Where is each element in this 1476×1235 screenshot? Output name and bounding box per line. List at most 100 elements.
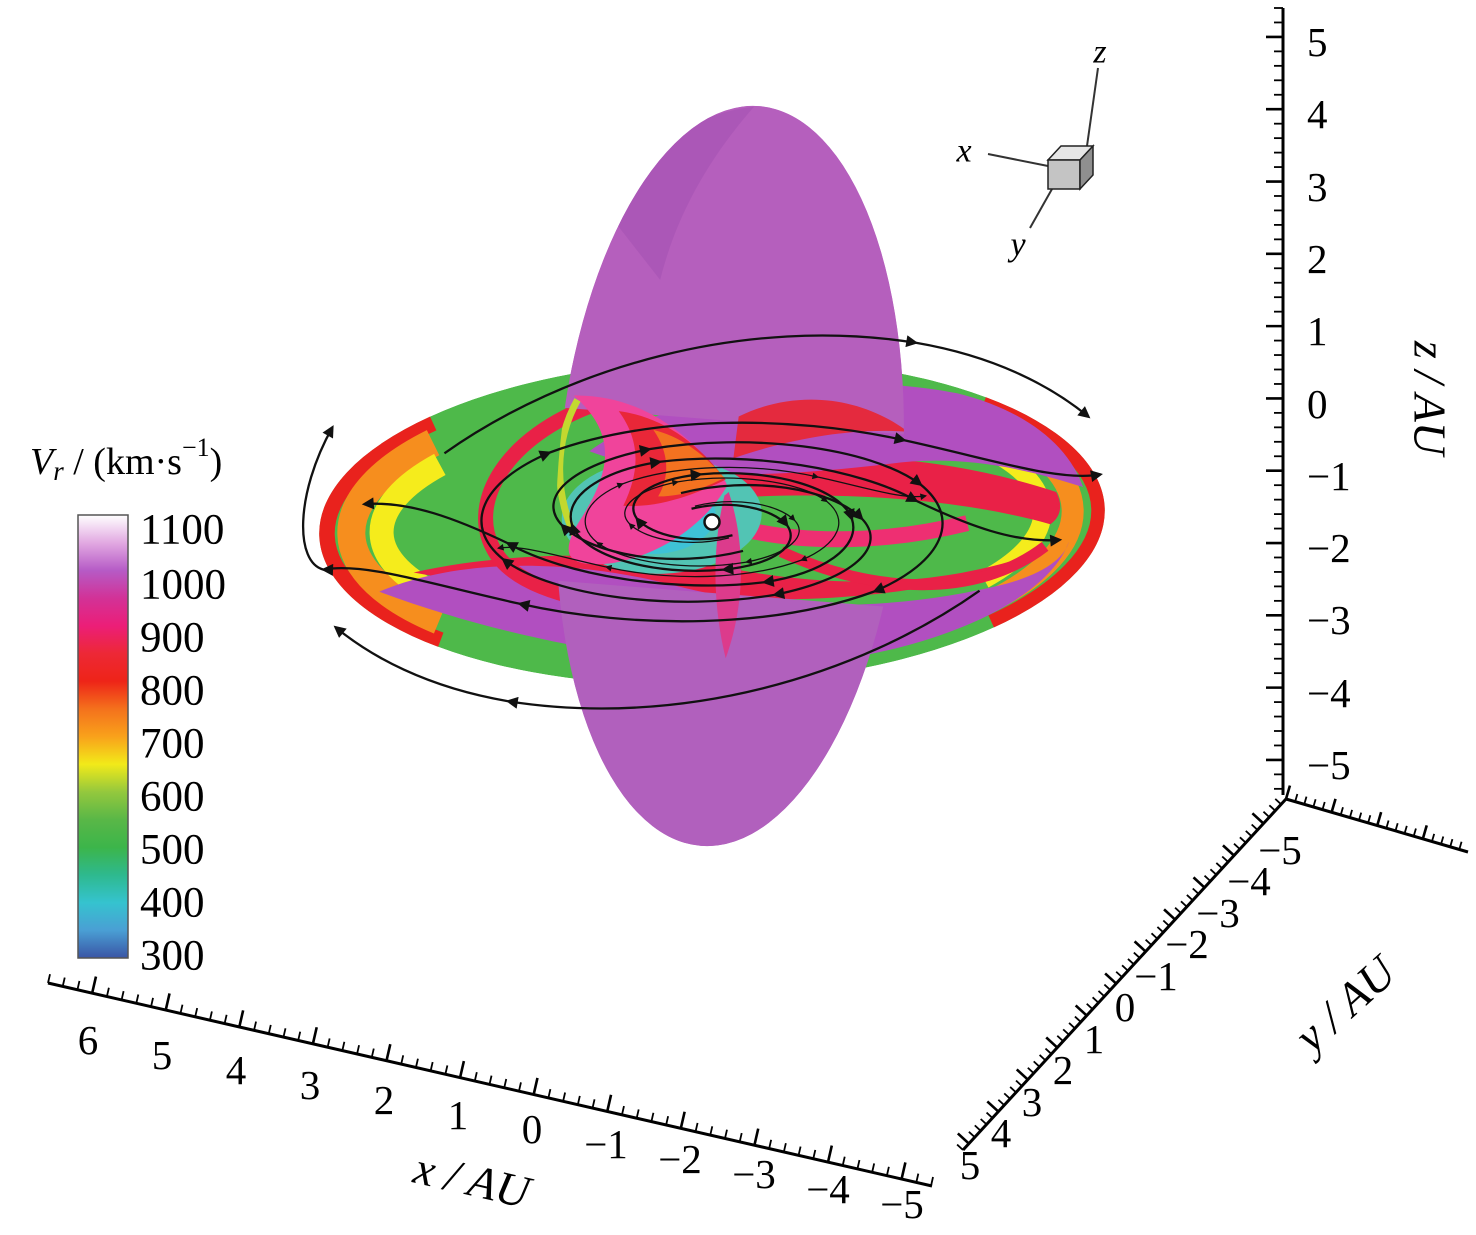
- tick-mark: [253, 1021, 257, 1031]
- tick-mark: [1268, 804, 1276, 812]
- tick-mark: [1458, 841, 1463, 850]
- tick-mark: [1174, 907, 1182, 914]
- tick-mark: [1086, 1003, 1094, 1010]
- tick-mark: [956, 1132, 970, 1145]
- tick-mark: [370, 1048, 375, 1058]
- x-tick-label: 4: [226, 1047, 247, 1093]
- tick-mark: [1394, 822, 1399, 832]
- tick-mark: [885, 1166, 890, 1176]
- tick-mark: [1056, 1035, 1064, 1042]
- tick-mark: [1339, 807, 1344, 816]
- x-tick-label: −4: [806, 1166, 850, 1212]
- tick-mark: [1186, 894, 1194, 901]
- tick-mark: [986, 1100, 1000, 1113]
- tick-mark: [635, 1109, 640, 1119]
- tick-mark: [1127, 958, 1135, 966]
- z-tick-label: 1: [1307, 308, 1328, 354]
- tick-mark: [956, 1143, 964, 1151]
- tick-mark: [135, 994, 140, 1004]
- tick-mark: [621, 1105, 625, 1116]
- tick-mark: [267, 1024, 272, 1034]
- tick-mark: [576, 1095, 581, 1105]
- tick-mark: [1251, 823, 1259, 831]
- tick-mark: [871, 1163, 876, 1173]
- colorbar-tick-label: 600: [140, 774, 205, 821]
- x-tick-label: −2: [658, 1136, 702, 1182]
- x-tick-label: 6: [78, 1017, 99, 1063]
- tick-mark: [532, 1077, 539, 1095]
- tick-mark: [1245, 830, 1253, 837]
- colorbar-tick-label: 1100: [140, 507, 224, 554]
- tick-mark: [1097, 990, 1105, 998]
- tick-mark: [194, 1007, 199, 1017]
- colorbar-tick-label: 500: [140, 827, 205, 874]
- tick-mark: [1192, 887, 1200, 895]
- tick-mark: [297, 1031, 302, 1041]
- colorbar-tick-label: 700: [140, 721, 205, 768]
- tick-mark: [974, 1124, 982, 1132]
- x-axis-ticks: [47, 974, 934, 1186]
- tick-mark: [47, 974, 51, 984]
- z-tick-label: 4: [1307, 91, 1328, 137]
- y-axis-ticks: [956, 798, 1282, 1151]
- tick-mark: [665, 1115, 670, 1126]
- tick-mark: [1045, 1036, 1059, 1049]
- tick-mark: [768, 1139, 773, 1149]
- tick-mark: [1003, 1092, 1011, 1100]
- tick-mark: [90, 976, 98, 994]
- tick-mark: [782, 1143, 787, 1153]
- frame-edge: [1284, 785, 1469, 854]
- tick-mark: [1163, 908, 1176, 921]
- frame-edge-ticks: [1284, 785, 1463, 850]
- tick-mark: [694, 1122, 699, 1132]
- tick-mark: [812, 1149, 817, 1159]
- tick-mark: [1233, 843, 1241, 850]
- x-tick-label: −3: [732, 1151, 776, 1197]
- tick-mark: [1440, 836, 1445, 845]
- tick-mark: [1403, 825, 1408, 834]
- x-tick-label: −1: [584, 1121, 628, 1167]
- tick-mark: [1251, 812, 1265, 825]
- tick-mark: [1262, 811, 1270, 818]
- tick-mark: [679, 1111, 686, 1129]
- colorbar-title: Vr / (km·s−1): [30, 433, 222, 487]
- tick-mark: [150, 997, 154, 1007]
- y-tick-label: 1: [1084, 1016, 1105, 1062]
- tick-mark: [518, 1082, 522, 1092]
- tick-mark: [458, 1060, 466, 1078]
- tick-mark: [1294, 793, 1299, 802]
- tick-mark: [1104, 972, 1118, 985]
- tick-mark: [1274, 798, 1282, 805]
- y-tick-label: 4: [991, 1110, 1012, 1156]
- x-axis: 6 5 4 3 2 1 0 −1 −2 −3 −4 −5 x / AU: [47, 974, 934, 1227]
- y-tick-label: −1: [1134, 953, 1178, 999]
- colorbar-gradient: [77, 514, 129, 959]
- y-axis: 5 4 3 2 1 0 −1 −2 −3 −4 −5 y / AU: [956, 797, 1407, 1188]
- tick-mark: [1321, 801, 1326, 810]
- tick-mark: [326, 1038, 331, 1048]
- z-tick-label: −4: [1307, 670, 1351, 716]
- z-tick-label: −2: [1307, 525, 1351, 571]
- tick-mark: [1015, 1079, 1023, 1087]
- tick-mark: [826, 1145, 834, 1163]
- z-tick-label: −3: [1307, 597, 1351, 643]
- tick-mark: [1145, 939, 1153, 946]
- z-axis-ticks: [1266, 7, 1283, 790]
- tick-mark: [1312, 799, 1317, 808]
- tick-mark: [1303, 796, 1308, 805]
- tick-mark: [105, 987, 110, 997]
- tick-mark: [1348, 809, 1353, 818]
- tick-mark: [1358, 812, 1363, 821]
- colorbar-tick-label: 300: [140, 933, 205, 980]
- tick-mark: [1033, 1060, 1041, 1068]
- tick-mark: [1015, 1068, 1029, 1081]
- tick-mark: [415, 1058, 419, 1068]
- tick-mark: [930, 1176, 934, 1186]
- tick-mark: [341, 1041, 346, 1051]
- tick-mark: [164, 993, 171, 1011]
- tick-mark: [1375, 811, 1383, 826]
- tick-mark: [1215, 862, 1223, 869]
- tick-mark: [1449, 838, 1454, 848]
- tick-mark: [1038, 1054, 1047, 1062]
